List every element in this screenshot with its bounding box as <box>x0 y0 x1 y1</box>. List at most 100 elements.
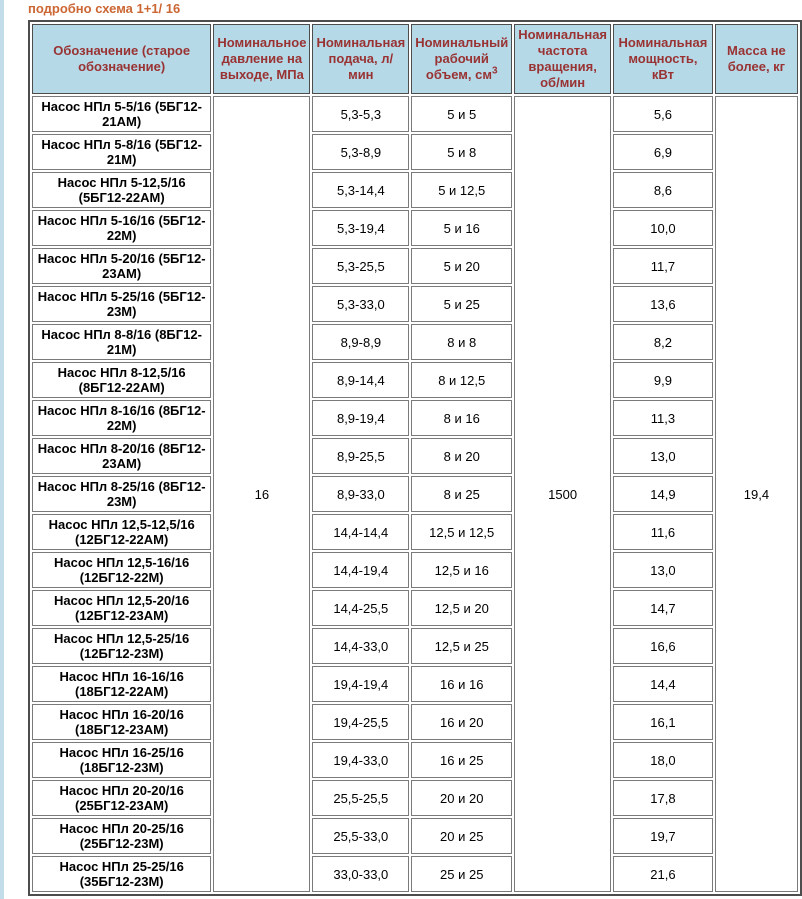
table-row: Насос НПл 12,5-20/16 (12БГ12-23АМ) 14,4-2… <box>32 590 798 626</box>
flow-cell: 14,4-25,5 <box>312 590 410 626</box>
table-row: Насос НПл 20-20/16 (25БГ12-23АМ) 25,5-25,… <box>32 780 798 816</box>
volume-cell: 16 и 25 <box>411 742 513 778</box>
designation-cell: Насос НПл 25-25/16 (35БГ12-23М) <box>32 856 212 892</box>
power-cell: 19,7 <box>613 818 713 854</box>
table-row: Насос НПл 8-20/16 (8БГ12-23АМ) 8,9-25,5 8 … <box>32 438 798 474</box>
designation-cell: Насос НПл 8-16/16 (8БГ12-22М) <box>32 400 212 436</box>
volume-cell: 8 и 12,5 <box>411 362 513 398</box>
designation-cell: Насос НПл 8-25/16 (8БГ12-23М) <box>32 476 212 512</box>
designation-cell: Насос НПл 8-8/16 (8БГ12-21М) <box>32 324 212 360</box>
volume-cell: 25 и 25 <box>411 856 513 892</box>
power-cell: 13,0 <box>613 552 713 588</box>
table-row: Насос НПл 5-25/16 (5БГ12-23М) 5,3-33,0 5 и… <box>32 286 798 322</box>
table-header-row: Обозначение (старое обозначение) Номинал… <box>32 24 798 94</box>
volume-superscript: 3 <box>491 65 498 77</box>
table-row: Насос НПл 25-25/16 (35БГ12-23М) 33,0-33,0… <box>32 856 798 892</box>
designation-cell: Насос НПл 12,5-20/16 (12БГ12-23АМ) <box>32 590 212 626</box>
designation-cell: Насос НПл 5-5/16 (5БГ12-21АМ) <box>32 96 212 132</box>
page-left-border <box>0 0 4 899</box>
flow-cell: 25,5-25,5 <box>312 780 410 816</box>
volume-cell: 5 и 12,5 <box>411 172 513 208</box>
flow-cell: 8,9-14,4 <box>312 362 410 398</box>
flow-cell: 14,4-33,0 <box>312 628 410 664</box>
flow-cell: 8,9-33,0 <box>312 476 410 512</box>
pump-spec-table: Обозначение (старое обозначение) Номинал… <box>28 20 802 896</box>
designation-cell: Насос НПл 5-16/16 (5БГ12-22М) <box>32 210 212 246</box>
flow-cell: 25,5-33,0 <box>312 818 410 854</box>
table-row: Насос НПл 5-16/16 (5БГ12-22М) 5,3-19,4 5 и… <box>32 210 798 246</box>
volume-cell: 20 и 20 <box>411 780 513 816</box>
designation-cell: Насос НПл 8-20/16 (8БГ12-23АМ) <box>32 438 212 474</box>
flow-cell: 5,3-8,9 <box>312 134 410 170</box>
table-row: Насос НПл 16-16/16 (18БГ12-22АМ) 19,4-19,… <box>32 666 798 702</box>
flow-cell: 19,4-33,0 <box>312 742 410 778</box>
flow-cell: 19,4-19,4 <box>312 666 410 702</box>
power-cell: 13,0 <box>613 438 713 474</box>
volume-cell: 12,5 и 12,5 <box>411 514 513 550</box>
volume-cell: 5 и 5 <box>411 96 513 132</box>
power-cell: 11,3 <box>613 400 713 436</box>
volume-cell: 5 и 20 <box>411 248 513 284</box>
power-cell: 13,6 <box>613 286 713 322</box>
table-row: Насос НПл 8-12,5/16 (8БГ12-22АМ) 8,9-14,4… <box>32 362 798 398</box>
volume-cell: 8 и 25 <box>411 476 513 512</box>
pressure-merged-cell: 16 <box>213 96 311 892</box>
pump-table-body: Насос НПл 5-5/16 (5БГ12-21АМ) 16 5,3-5,3 5 … <box>32 96 798 892</box>
column-header-volume: Номинальный рабочий объем, см3 <box>411 24 513 94</box>
designation-cell: Насос НПл 16-16/16 (18БГ12-22АМ) <box>32 666 212 702</box>
designation-cell: Насос НПл 5-20/16 (5БГ12-23АМ) <box>32 248 212 284</box>
flow-cell: 5,3-33,0 <box>312 286 410 322</box>
designation-cell: Насос НПл 5-25/16 (5БГ12-23М) <box>32 286 212 322</box>
power-cell: 21,6 <box>613 856 713 892</box>
column-header-pressure: Номинальное давление на выходе, МПа <box>213 24 311 94</box>
table-row: Насос НПл 8-25/16 (8БГ12-23М) 8,9-33,0 8 и… <box>32 476 798 512</box>
table-row: Насос НПл 12,5-12,5/16 (12БГ12-22АМ) 14,4… <box>32 514 798 550</box>
power-cell: 14,7 <box>613 590 713 626</box>
designation-cell: Насос НПл 12,5-25/16 (12БГ12-23М) <box>32 628 212 664</box>
flow-cell: 5,3-19,4 <box>312 210 410 246</box>
content-area: подробно схема 1+1/ 16 Обозначение (стар… <box>28 1 802 896</box>
designation-cell: Насос НПл 16-20/16 (18БГ12-23АМ) <box>32 704 212 740</box>
power-cell: 18,0 <box>613 742 713 778</box>
flow-cell: 8,9-19,4 <box>312 400 410 436</box>
designation-cell: Насос НПл 5-8/16 (5БГ12-21М) <box>32 134 212 170</box>
table-row: Насос НПл 5-5/16 (5БГ12-21АМ) 16 5,3-5,3 5 … <box>32 96 798 892</box>
speed-merged-cell: 1500 <box>514 96 612 892</box>
volume-cell: 12,5 и 16 <box>411 552 513 588</box>
table-row: Насос НПл 16-25/16 (18БГ12-23М) 19,4-33,0… <box>32 742 798 778</box>
flow-cell: 8,9-25,5 <box>312 438 410 474</box>
volume-cell: 16 и 16 <box>411 666 513 702</box>
power-cell: 14,4 <box>613 666 713 702</box>
column-header-power: Номинальная мощность, кВт <box>613 24 713 94</box>
power-cell: 11,7 <box>613 248 713 284</box>
flow-cell: 5,3-25,5 <box>312 248 410 284</box>
column-header-designation: Обозначение (старое обозначение) <box>32 24 212 94</box>
power-cell: 5,6 <box>613 96 713 132</box>
power-cell: 16,1 <box>613 704 713 740</box>
power-cell: 14,9 <box>613 476 713 512</box>
flow-cell: 19,4-25,5 <box>312 704 410 740</box>
table-row: Насос НПл 8-16/16 (8БГ12-22М) 8,9-19,4 8 и… <box>32 400 798 436</box>
flow-cell: 8,9-8,9 <box>312 324 410 360</box>
power-cell: 6,9 <box>613 134 713 170</box>
column-header-speed: Номинальная частота вращения, об/мин <box>514 24 612 94</box>
volume-cell: 5 и 8 <box>411 134 513 170</box>
page-title-link[interactable]: подробно схема 1+1/ 16 <box>28 1 181 16</box>
volume-cell: 5 и 25 <box>411 286 513 322</box>
designation-cell: Насос НПл 12,5-12,5/16 (12БГ12-22АМ) <box>32 514 212 550</box>
table-row: Насос НПл 5-12,5/16 (5БГ12-22АМ) 5,3-14,4… <box>32 172 798 208</box>
volume-cell: 8 и 16 <box>411 400 513 436</box>
designation-cell: Насос НПл 20-25/16 (25БГ12-23М) <box>32 818 212 854</box>
flow-cell: 5,3-5,3 <box>312 96 410 132</box>
column-header-mass: Масса не более, кг <box>714 24 798 94</box>
volume-cell: 20 и 25 <box>411 818 513 854</box>
table-row: Насос НПл 16-20/16 (18БГ12-23АМ) 19,4-25,… <box>32 704 798 740</box>
table-row: Насос НПл 20-25/16 (25БГ12-23М) 25,5-33,0… <box>32 818 798 854</box>
power-cell: 8,6 <box>613 172 713 208</box>
table-row: Насос НПл 8-8/16 (8БГ12-21М) 8,9-8,9 8 и 8… <box>32 324 798 360</box>
table-row: Насос НПл 5-8/16 (5БГ12-21М) 5,3-8,9 5 и 8… <box>32 134 798 170</box>
volume-cell: 12,5 и 20 <box>411 590 513 626</box>
table-row: Насос НПл 12,5-25/16 (12БГ12-23М) 14,4-33… <box>32 628 798 664</box>
power-cell: 9,9 <box>613 362 713 398</box>
